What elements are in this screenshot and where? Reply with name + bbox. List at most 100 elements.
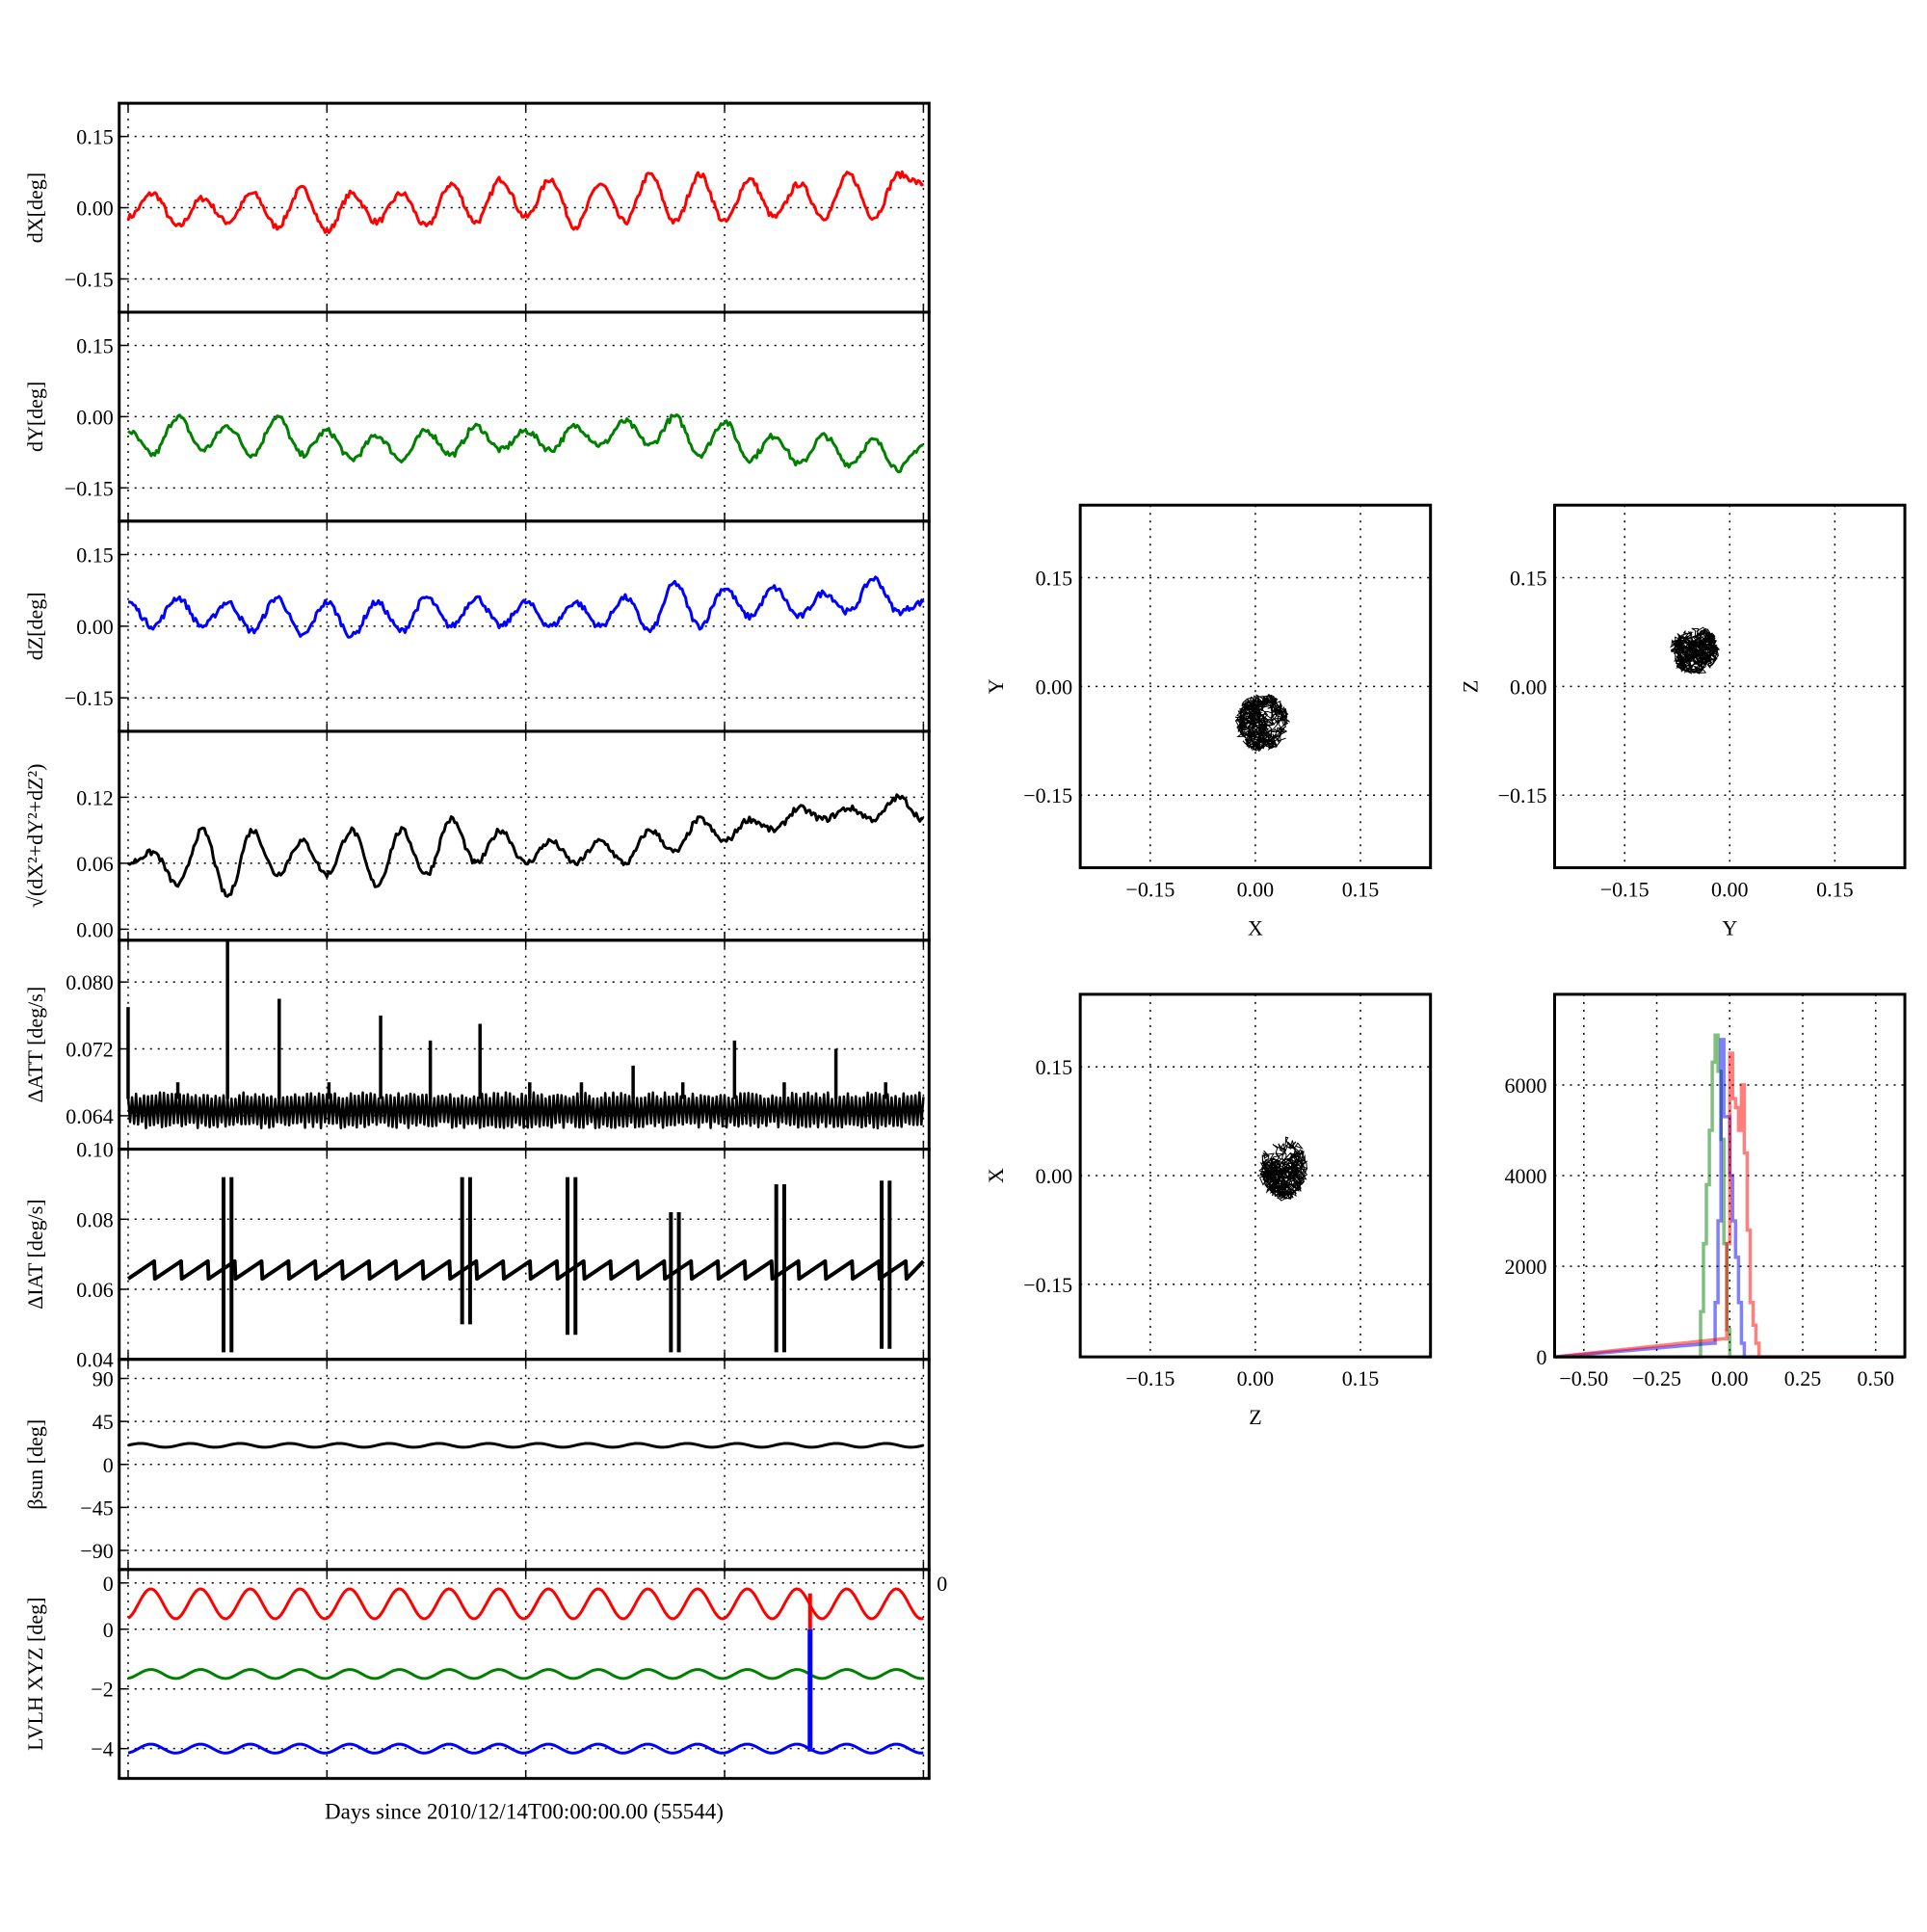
panel-frame xyxy=(118,519,931,733)
y-tick-label: −4 xyxy=(91,1737,113,1761)
series-line-lvlh-X xyxy=(127,1587,924,1621)
y-tick-label: 0 xyxy=(103,1453,114,1477)
y-tick-label: 4000 xyxy=(1505,1164,1547,1188)
y-tick-label: 90 xyxy=(92,1367,114,1391)
y-tick-label: −0.15 xyxy=(65,476,114,500)
panel-dz xyxy=(118,519,931,733)
y-tick-label: 0.04 xyxy=(76,1348,114,1372)
y-tick-label: 0.080 xyxy=(66,970,114,994)
y-tick-label: −90 xyxy=(80,1539,113,1563)
panel-dy xyxy=(118,310,931,523)
scatter-xy xyxy=(1078,503,1433,870)
y-axis-label: ΔIAT [deg/s] xyxy=(23,1199,47,1310)
x-tick-label: 0.15 xyxy=(1342,878,1380,902)
x-tick-label: −0.25 xyxy=(1632,1366,1681,1390)
y-tick-label: 0.00 xyxy=(76,405,114,429)
series-line-dy xyxy=(127,413,924,474)
panel-frame xyxy=(1553,503,1907,870)
x-tick-label: 0.00 xyxy=(1711,1366,1749,1390)
x-tick-label: 0.15 xyxy=(1816,878,1854,902)
y-axis-label: dY[deg] xyxy=(23,382,47,452)
y-tick-label: 0.15 xyxy=(1510,566,1547,590)
series-line-dz xyxy=(127,575,925,639)
x-tick-label: −0.15 xyxy=(1125,878,1175,902)
series-line-lvlh-Y xyxy=(127,1668,924,1681)
y-tick-label: −2 xyxy=(91,1678,113,1702)
series-line-lvlh-Z xyxy=(127,1742,924,1755)
y-tick-label: 0.15 xyxy=(76,543,114,568)
panel-diat xyxy=(118,1148,931,1362)
y-tick-label: 0 xyxy=(1537,1345,1547,1369)
x-axis-label: Days since 2010/12/14T00:00:00.00 (55544… xyxy=(325,1800,724,1824)
panel-lvlh xyxy=(118,1568,931,1781)
x-tick-label: 0.25 xyxy=(1784,1366,1822,1390)
panel-frame xyxy=(1078,503,1433,870)
y-axis-label: βsun [deg] xyxy=(23,1419,47,1510)
y-axis-label: X xyxy=(984,1168,1008,1183)
x-tick-label: 0.00 xyxy=(1237,1366,1275,1390)
panel-frame xyxy=(118,1568,931,1781)
y-tick-label: 0.00 xyxy=(1510,675,1547,699)
y-tick-label: 0 xyxy=(103,1618,114,1642)
scatter-trace xyxy=(1234,693,1290,753)
y-tick-label: 0.00 xyxy=(1036,675,1073,699)
y-axis-label: Y xyxy=(984,678,1008,694)
y-tick-label: 0.00 xyxy=(76,197,114,221)
y-tick-label: 0.00 xyxy=(76,615,114,639)
series-line-beta xyxy=(127,1442,924,1449)
y-tick-label: 0.08 xyxy=(76,1207,114,1231)
y-tick-label: −0.15 xyxy=(65,686,114,710)
y-tick-label: 0 xyxy=(103,1572,114,1596)
x-axis-label: Y xyxy=(1722,916,1737,940)
scatter-yz xyxy=(1553,503,1907,870)
panel-frame xyxy=(118,310,931,523)
y-tick-label: 0.06 xyxy=(76,852,114,876)
x-tick-label: 0.00 xyxy=(1711,878,1749,902)
y-tick-label: 0.12 xyxy=(76,785,114,809)
y-tick-label: 0.15 xyxy=(1036,1055,1073,1079)
y-axis-label: LVLH XYZ [deg] xyxy=(23,1598,47,1751)
y-tick-label: 0.00 xyxy=(76,917,114,941)
y-axis-label: √(dX²+dY²+dZ²) xyxy=(23,764,47,909)
series-line-datt xyxy=(126,1091,925,1130)
y-tick-label: −0.15 xyxy=(1498,783,1547,807)
y-tick-label: 0.15 xyxy=(76,125,114,149)
y-tick-label: −0.15 xyxy=(1023,1273,1072,1297)
y-tick-label: 0.06 xyxy=(76,1278,114,1302)
y-tick-label: 45 xyxy=(92,1410,114,1434)
x-tick-label: −0.15 xyxy=(1600,878,1650,902)
histogram-step-dX xyxy=(1554,1051,1905,1359)
x-tick-label: 0.50 xyxy=(1857,1366,1894,1390)
y-tick-label: −0.15 xyxy=(1023,783,1072,807)
panel-dr xyxy=(118,729,931,942)
series-line-dr xyxy=(127,793,925,898)
scatter-zx xyxy=(1078,992,1433,1359)
right-tick-label: 0 xyxy=(937,1572,947,1596)
series-line-diat xyxy=(126,1258,925,1282)
x-tick-label: 0.00 xyxy=(1237,878,1275,902)
series-line-dx xyxy=(126,170,925,234)
y-axis-label: dX[deg] xyxy=(23,172,47,243)
x-tick-label: 0.15 xyxy=(1342,1366,1380,1390)
y-tick-label: 0.072 xyxy=(66,1038,114,1062)
x-axis-label: Z xyxy=(1249,1405,1261,1429)
x-tick-label: −0.15 xyxy=(1125,1366,1175,1390)
histogram-panel xyxy=(1553,992,1907,1359)
panel-frame xyxy=(118,729,931,942)
y-tick-label: 0.15 xyxy=(76,333,114,357)
y-tick-label: 6000 xyxy=(1505,1073,1547,1098)
panel-frame xyxy=(118,1358,931,1572)
y-axis-label: ΔATT [deg/s] xyxy=(23,987,47,1103)
y-tick-label: 2000 xyxy=(1505,1255,1547,1279)
y-tick-label: 0.10 xyxy=(76,1138,114,1162)
scatter-trace xyxy=(1258,1136,1308,1202)
panel-datt xyxy=(118,939,931,1151)
y-axis-label: dZ[deg] xyxy=(23,592,47,660)
x-axis-label: X xyxy=(1248,916,1263,940)
panel-frame xyxy=(118,1148,931,1362)
y-tick-label: −45 xyxy=(80,1495,113,1520)
panel-beta xyxy=(118,1358,931,1572)
panel-dx xyxy=(118,101,931,314)
